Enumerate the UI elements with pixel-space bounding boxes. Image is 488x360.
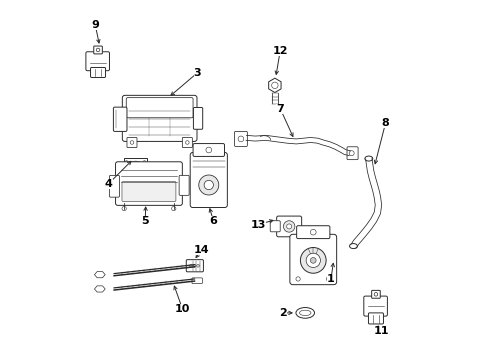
Circle shape [373,293,377,296]
Circle shape [203,180,213,190]
Circle shape [125,168,128,171]
Ellipse shape [364,156,372,161]
FancyBboxPatch shape [190,153,227,207]
FancyBboxPatch shape [234,131,247,147]
Text: 4: 4 [104,179,112,189]
Polygon shape [94,286,105,292]
FancyBboxPatch shape [296,226,329,239]
Polygon shape [94,271,105,278]
Circle shape [305,253,320,267]
Ellipse shape [295,307,314,318]
Ellipse shape [349,244,357,249]
FancyBboxPatch shape [179,175,189,195]
FancyBboxPatch shape [109,175,119,197]
Circle shape [238,136,244,142]
Text: 13: 13 [250,220,265,230]
Ellipse shape [299,310,310,316]
Text: 11: 11 [373,326,388,336]
Circle shape [143,168,145,171]
Circle shape [193,264,196,267]
Circle shape [325,277,330,281]
Circle shape [295,277,300,281]
Text: 8: 8 [381,118,388,128]
Circle shape [171,206,176,211]
Text: 7: 7 [276,104,284,113]
Circle shape [196,264,199,267]
FancyBboxPatch shape [276,216,301,237]
Circle shape [205,147,211,153]
FancyBboxPatch shape [270,221,280,232]
Text: 12: 12 [272,46,287,56]
FancyBboxPatch shape [371,291,380,298]
Circle shape [96,48,100,52]
Circle shape [271,82,278,89]
Polygon shape [124,158,147,174]
Circle shape [310,257,315,263]
FancyBboxPatch shape [193,144,224,157]
Text: 1: 1 [326,274,334,284]
FancyBboxPatch shape [192,264,202,269]
Text: 3: 3 [193,68,201,78]
Ellipse shape [128,161,142,170]
FancyBboxPatch shape [122,181,176,202]
Circle shape [130,141,134,144]
Text: 5: 5 [141,216,149,226]
Circle shape [348,151,353,156]
FancyBboxPatch shape [113,107,127,131]
Text: 9: 9 [91,19,99,30]
FancyBboxPatch shape [346,147,357,159]
FancyBboxPatch shape [367,313,383,324]
Circle shape [143,161,145,163]
Circle shape [198,175,218,195]
Circle shape [283,221,294,232]
FancyBboxPatch shape [122,95,197,141]
Circle shape [300,248,325,273]
Circle shape [125,161,128,163]
FancyBboxPatch shape [90,67,105,77]
Text: 6: 6 [209,216,217,226]
Circle shape [310,229,315,235]
FancyBboxPatch shape [192,278,202,284]
FancyBboxPatch shape [363,296,386,316]
FancyBboxPatch shape [182,138,192,148]
Text: 14: 14 [193,245,209,255]
Text: 10: 10 [174,303,190,314]
FancyBboxPatch shape [115,162,182,205]
FancyBboxPatch shape [186,260,203,272]
FancyBboxPatch shape [193,108,203,129]
FancyBboxPatch shape [127,138,137,148]
FancyBboxPatch shape [126,98,193,118]
Circle shape [122,206,126,211]
FancyBboxPatch shape [289,234,336,285]
FancyBboxPatch shape [94,46,102,54]
FancyBboxPatch shape [86,52,109,71]
Polygon shape [268,78,281,93]
Circle shape [189,264,192,267]
Text: 2: 2 [279,308,286,318]
Circle shape [286,224,291,229]
Circle shape [185,141,189,144]
